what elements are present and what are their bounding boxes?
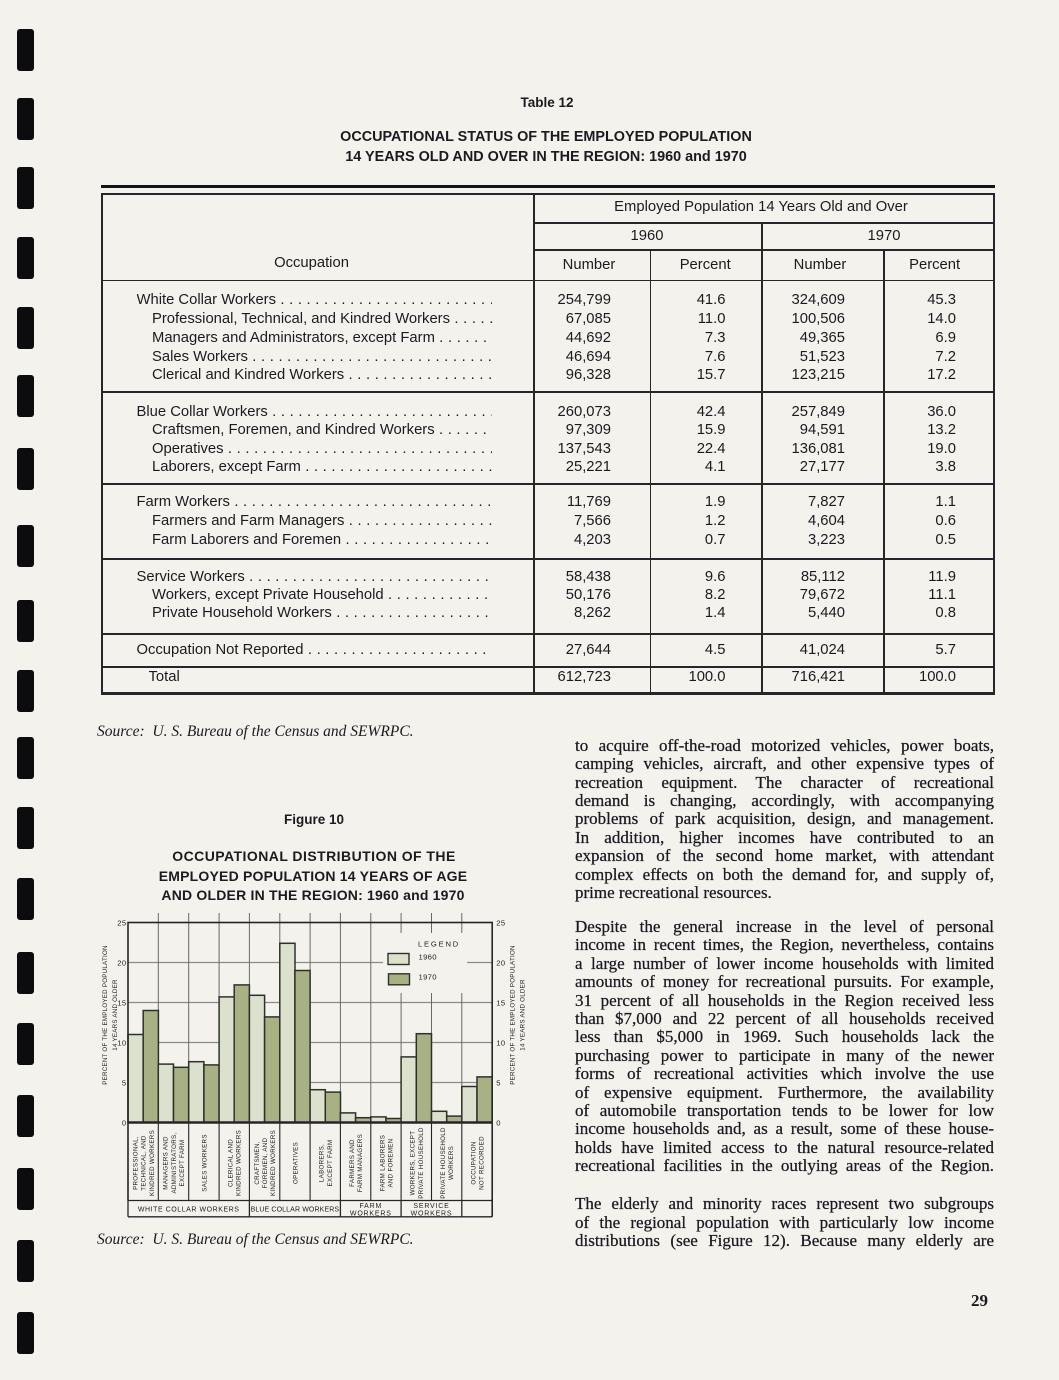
svg-text:KINDRED WORKERS: KINDRED WORKERS (270, 1130, 277, 1196)
svg-text:14 YEARS AND OLDER: 14 YEARS AND OLDER (112, 979, 119, 1051)
svg-text:OCCUPATION: OCCUPATION (470, 1141, 477, 1184)
svg-text:PRIVATE HOUSEHOLD: PRIVATE HOUSEHOLD (418, 1127, 425, 1199)
svg-text:FOREMEN, AND: FOREMEN, AND (262, 1137, 269, 1188)
svg-text:10: 10 (117, 1038, 126, 1047)
svg-text:OPERATIVES: OPERATIVES (292, 1142, 299, 1184)
svg-text:FARM MANAGERS: FARM MANAGERS (357, 1134, 364, 1192)
svg-text:WORKERS: WORKERS (411, 1210, 453, 1217)
svg-text:LEGEND: LEGEND (418, 940, 460, 949)
svg-text:25: 25 (496, 918, 505, 927)
svg-text:FARMERS AND: FARMERS AND (349, 1139, 356, 1187)
svg-text:SALES WORKERS: SALES WORKERS (201, 1134, 208, 1192)
svg-text:PERCENT OF THE EMPLOYED POPULA: PERCENT OF THE EMPLOYED POPULATION (102, 945, 109, 1085)
svg-text:LABORERS,: LABORERS, (319, 1144, 326, 1182)
svg-text:PROFESSIONAL,: PROFESSIONAL, (132, 1136, 139, 1190)
svg-text:EXCEPT FARM: EXCEPT FARM (179, 1140, 186, 1187)
svg-text:5: 5 (122, 1078, 127, 1087)
svg-text:CRAFTSMEN,: CRAFTSMEN, (254, 1141, 261, 1184)
svg-text:NOT RECORDED: NOT RECORDED (479, 1136, 486, 1190)
svg-text:CLERICAL AND: CLERICAL AND (228, 1139, 235, 1187)
svg-text:10: 10 (496, 1038, 505, 1047)
svg-text:WHITE COLLAR WORKERS: WHITE COLLAR WORKERS (138, 1206, 240, 1213)
svg-text:PRIVATE HOUSEHOLD: PRIVATE HOUSEHOLD (440, 1127, 447, 1199)
svg-text:AND FOREMEN: AND FOREMEN (388, 1138, 395, 1187)
svg-text:15: 15 (496, 998, 505, 1007)
svg-text:FARM: FARM (359, 1203, 382, 1210)
svg-text:BLUE COLLAR WORKERS: BLUE COLLAR WORKERS (251, 1206, 340, 1213)
svg-text:1970: 1970 (419, 973, 437, 982)
svg-text:SERVICE: SERVICE (413, 1203, 449, 1210)
svg-text:20: 20 (496, 958, 505, 967)
svg-text:WORKERS: WORKERS (350, 1210, 392, 1217)
svg-text:MANAGERS AND: MANAGERS AND (163, 1136, 170, 1190)
svg-text:WORKERS: WORKERS (448, 1146, 455, 1180)
svg-text:1960: 1960 (419, 953, 437, 962)
svg-text:0: 0 (496, 1118, 501, 1127)
svg-text:20: 20 (117, 958, 126, 967)
svg-text:WORKERS, EXCEPT: WORKERS, EXCEPT (410, 1131, 417, 1196)
svg-text:PERCENT OF THE EMPLOYED POPULA: PERCENT OF THE EMPLOYED POPULATION (510, 945, 517, 1085)
svg-text:0: 0 (122, 1118, 127, 1127)
svg-text:15: 15 (117, 998, 126, 1007)
svg-text:ADMINISTRATORS,: ADMINISTRATORS, (171, 1133, 178, 1194)
svg-text:KINDRED WORKERS: KINDRED WORKERS (149, 1130, 156, 1196)
svg-text:5: 5 (496, 1078, 501, 1087)
svg-text:TECHNICAL, AND: TECHNICAL, AND (141, 1135, 148, 1191)
svg-text:EXCEPT FARM: EXCEPT FARM (327, 1140, 334, 1187)
svg-text:FARM LABORERS: FARM LABORERS (379, 1135, 386, 1192)
svg-text:KINDRED WORKERS: KINDRED WORKERS (236, 1130, 243, 1196)
svg-text:14 YEARS AND OLDER: 14 YEARS AND OLDER (520, 979, 527, 1051)
svg-text:25: 25 (117, 918, 126, 927)
